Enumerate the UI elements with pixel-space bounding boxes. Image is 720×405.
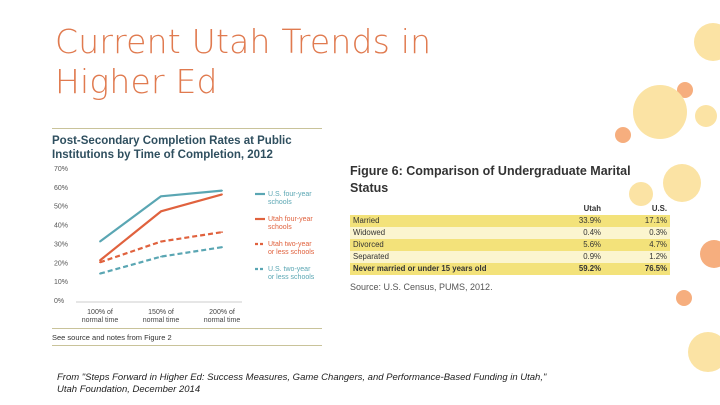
x-tick-label: 200% of (209, 309, 235, 316)
slide-title-line: Higher Ed (55, 62, 218, 101)
footnote-line: From "Steps Forward in Higher Ed: Succes… (57, 372, 547, 383)
data-point (221, 193, 223, 196)
row-label: Widowed (350, 227, 538, 239)
table-header-row: Utah U.S. (350, 203, 670, 215)
data-point (221, 231, 223, 234)
slide-title-line: Current Utah Trends in (55, 22, 432, 61)
cell-us: 17.1% (604, 215, 670, 227)
cell-us: 4.7% (604, 239, 670, 251)
table-title-line: Status (350, 181, 389, 195)
y-tick-label: 40% (54, 223, 68, 230)
data-point (221, 246, 223, 249)
divider (52, 345, 322, 346)
source-footnote: From "Steps Forward in Higher Ed: Succes… (57, 372, 546, 396)
cell-utah: 0.9% (538, 251, 604, 263)
x-tick-label: normal time (82, 317, 119, 324)
chart-title-line: Post-Secondary Completion Rates at Publi… (52, 135, 292, 147)
y-tick-label: 10% (54, 279, 68, 286)
chart-title-line: Institutions by Time of Completion, 2012 (52, 149, 273, 161)
data-point (221, 189, 223, 192)
y-tick-label: 0% (54, 298, 64, 305)
divider (52, 128, 322, 129)
row-label: Never married or under 15 years old (350, 263, 538, 275)
data-point (99, 261, 101, 264)
y-tick-label: 50% (54, 204, 68, 211)
y-tick-label: 70% (54, 166, 68, 173)
completion-chart-panel: Post-Secondary Completion Rates at Publi… (52, 128, 322, 346)
x-tick-label: normal time (143, 317, 180, 324)
row-label: Separated (350, 251, 538, 263)
cell-us: 0.3% (604, 227, 670, 239)
row-label: Divorced (350, 239, 538, 251)
table-row: Never married or under 15 years old 59.2… (350, 263, 670, 275)
row-label: Married (350, 215, 538, 227)
y-tick-label: 30% (54, 241, 68, 248)
cell-us: 1.2% (604, 251, 670, 263)
data-point (99, 240, 101, 243)
table-row: Divorced 5.6% 4.7% (350, 239, 670, 251)
decor-dot (700, 240, 720, 268)
cell-utah: 33.9% (538, 215, 604, 227)
table-title: Figure 6: Comparison of Undergraduate Ma… (350, 163, 672, 197)
chart-title: Post-Secondary Completion Rates at Publi… (52, 134, 322, 162)
marital-status-panel: Figure 6: Comparison of Undergraduate Ma… (350, 163, 672, 292)
header-utah: Utah (583, 204, 601, 213)
divider (52, 328, 322, 329)
data-point (160, 255, 162, 258)
cell-utah: 0.4% (538, 227, 604, 239)
cell-us: 76.5% (604, 263, 670, 275)
decor-dot (676, 290, 692, 306)
table-row: Widowed 0.4% 0.3% (350, 227, 670, 239)
table-title-line: Figure 6: Comparison of Undergraduate Ma… (350, 164, 631, 178)
legend-label: or less schools (268, 249, 315, 256)
x-tick-label: 100% of (87, 309, 113, 316)
legend-label: or less schools (268, 274, 315, 281)
footnote-line: Utah Foundation, December 2014 (57, 384, 201, 395)
data-point (160, 195, 162, 198)
y-tick-label: 20% (54, 260, 68, 267)
data-point (160, 240, 162, 243)
marital-status-table: Utah U.S. Married 33.9% 17.1% Widowed 0.… (350, 203, 670, 275)
decor-dot (695, 105, 717, 127)
table-row: Married 33.9% 17.1% (350, 215, 670, 227)
x-tick-label: 150% of (148, 309, 174, 316)
decor-dot (677, 82, 693, 98)
legend-label: U.S. two-year (268, 266, 311, 273)
decor-dot (633, 85, 687, 139)
header-us: U.S. (651, 204, 667, 213)
data-point (99, 272, 101, 275)
decor-dot (694, 23, 720, 61)
chart-source-note: See source and notes from Figure 2 (52, 333, 172, 342)
decor-dot (615, 127, 631, 143)
legend-label: schools (268, 199, 292, 206)
cell-utah: 59.2% (538, 263, 604, 275)
series-line (99, 246, 223, 275)
series-line (99, 231, 223, 264)
table-row: Separated 0.9% 1.2% (350, 251, 670, 263)
slide-title: Current Utah Trends in Higher Ed (55, 22, 475, 102)
legend-label: Utah two-year (268, 241, 312, 248)
legend-label: schools (268, 224, 292, 231)
decor-dot (688, 332, 720, 372)
data-point (99, 259, 101, 262)
table-source: Source: U.S. Census, PUMS, 2012. (350, 282, 493, 292)
cell-utah: 5.6% (538, 239, 604, 251)
legend-label: Utah four-year (268, 216, 313, 223)
y-tick-label: 60% (54, 185, 68, 192)
header-blank (350, 203, 538, 215)
x-tick-label: normal time (204, 317, 241, 324)
data-point (160, 210, 162, 213)
legend-label: U.S. four-year (268, 191, 312, 198)
